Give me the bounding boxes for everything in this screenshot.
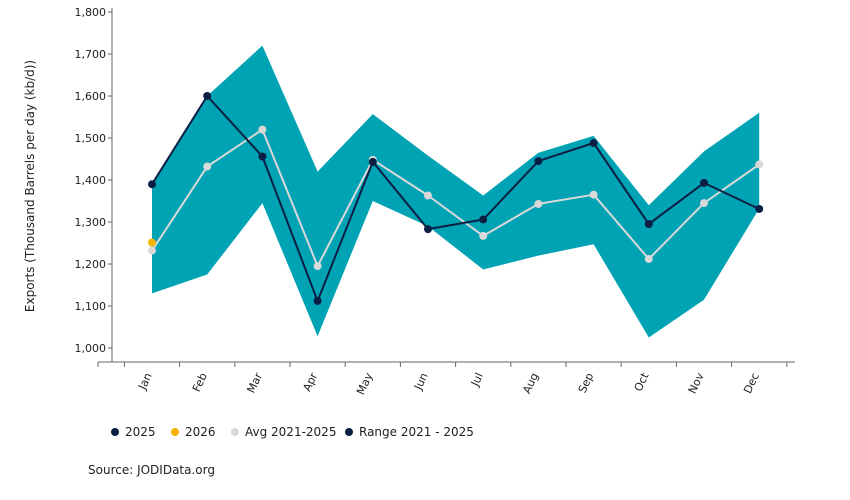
point-avg-2021-2025-dec[interactable]: [755, 160, 764, 169]
x-tick-label-jul: Jul: [468, 371, 486, 389]
y-tick-label: 1,100: [75, 300, 107, 313]
y-axis-title: Exports (Thousand Barrels per day (kb/d)…: [23, 60, 37, 312]
y-tick-label: 1,000: [75, 342, 107, 355]
series-lines-group: [151, 95, 760, 302]
point-2025-mar[interactable]: [258, 152, 267, 161]
point-2026-jan[interactable]: [148, 238, 156, 247]
point-avg-2021-2025-oct[interactable]: [644, 254, 653, 263]
legend-label-2026[interactable]: 2026: [185, 425, 216, 439]
point-avg-2021-2025-jun[interactable]: [424, 191, 432, 200]
legend-marker-2026: [171, 428, 179, 436]
y-tick-label: 1,500: [75, 132, 107, 145]
x-tick-label-nov: Nov: [686, 370, 707, 395]
x-tick-label-jun: Jun: [411, 371, 430, 393]
legend-label-avg-2021-2025[interactable]: Avg 2021-2025: [245, 425, 336, 439]
legend-marker-avg-2021-2025: [231, 428, 239, 436]
point-2025-jun[interactable]: [424, 225, 432, 234]
legend: 2025 2026 Avg 2021-2025 Range 2021 - 2025: [111, 425, 474, 439]
x-tick-label-feb: Feb: [190, 371, 210, 394]
point-2025-sep[interactable]: [589, 139, 598, 148]
series-line-2025: [151, 95, 760, 302]
x-tick-label-aug: Aug: [520, 371, 541, 396]
legend-label-range-2021-2025[interactable]: Range 2021 - 2025: [359, 425, 474, 439]
y-tick-label: 1,200: [75, 258, 107, 271]
series-line-avg-2021-2025: [151, 128, 760, 268]
point-2025-nov[interactable]: [700, 178, 708, 187]
y-tick-label: 1,600: [75, 90, 107, 103]
point-2025-oct[interactable]: [644, 220, 653, 229]
point-2025-apr[interactable]: [313, 296, 322, 305]
x-tick-label-apr: Apr: [300, 370, 320, 393]
point-avg-2021-2025-jul[interactable]: [479, 231, 488, 240]
x-tick-label-sep: Sep: [576, 371, 597, 395]
point-avg-2021-2025-feb[interactable]: [203, 162, 212, 171]
legend-marker-range-2021-2025: [345, 428, 353, 436]
point-avg-2021-2025-nov[interactable]: [700, 199, 708, 208]
x-tick-label-dec: Dec: [741, 371, 762, 396]
x-tick-label-oct: Oct: [632, 370, 652, 393]
y-tick-label: 1,700: [75, 48, 107, 61]
point-2025-jul[interactable]: [479, 215, 488, 224]
x-tick-label-jan: Jan: [135, 371, 154, 393]
y-tick-label: 1,400: [75, 174, 107, 187]
x-tick-label-may: May: [354, 370, 376, 397]
point-avg-2021-2025-aug[interactable]: [534, 199, 543, 208]
point-2025-may[interactable]: [368, 157, 377, 166]
series-points-group: [148, 92, 764, 305]
range-band-group: [152, 45, 760, 338]
y-tick-label: 1,300: [75, 216, 107, 229]
point-2025-jan[interactable]: [148, 180, 156, 189]
point-2025-feb[interactable]: [203, 92, 212, 100]
point-avg-2021-2025-jan[interactable]: [148, 246, 156, 255]
legend-marker-2025: [111, 428, 119, 436]
legend-label-2025[interactable]: 2025: [125, 425, 156, 439]
range-band-2021-2025: [152, 45, 760, 338]
point-2025-dec[interactable]: [755, 204, 764, 213]
source-note: Source: JODIData.org: [88, 463, 215, 477]
x-tick-label-mar: Mar: [245, 370, 266, 395]
point-avg-2021-2025-mar[interactable]: [258, 125, 267, 134]
point-avg-2021-2025-apr[interactable]: [313, 262, 322, 271]
point-avg-2021-2025-sep[interactable]: [589, 190, 598, 199]
y-tick-label: 1,800: [75, 6, 107, 19]
point-2025-aug[interactable]: [534, 157, 543, 166]
